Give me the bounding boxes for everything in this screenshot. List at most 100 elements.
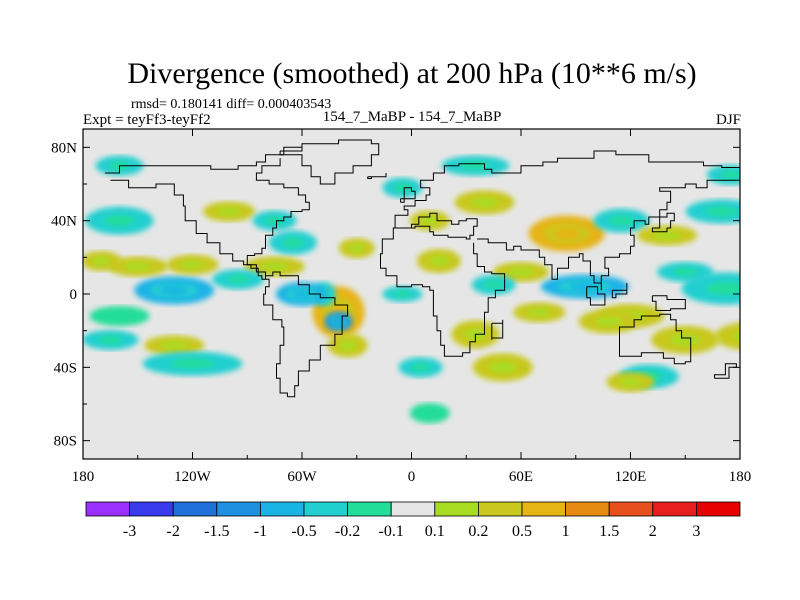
colorbar-swatch xyxy=(129,501,174,517)
coastline-segment xyxy=(380,212,506,357)
coastline-segment xyxy=(104,143,303,174)
field-blob xyxy=(83,329,139,350)
coastline-segment xyxy=(367,173,387,179)
colorbar-swatch xyxy=(347,501,392,517)
colorbar-label: 2 xyxy=(649,523,657,540)
y-tick-label: 80S xyxy=(54,434,77,450)
x-tick-label: 180 xyxy=(72,469,95,485)
colorbar-swatch xyxy=(652,501,697,517)
field-blob xyxy=(85,206,154,235)
x-tick-label: 0 xyxy=(408,469,416,485)
colorbar-label: -0.1 xyxy=(379,523,404,540)
chart-title: Divergence (smoothed) at 200 hPa (10**6 … xyxy=(127,57,696,90)
field-blob xyxy=(144,335,205,356)
colorbar-label: 1 xyxy=(562,523,570,540)
x-tick-label: 60W xyxy=(287,469,317,485)
field-blob xyxy=(454,190,515,215)
plot-area xyxy=(82,128,741,460)
colorbar-swatch xyxy=(434,501,479,517)
field-blob xyxy=(166,254,219,275)
coastline-segment xyxy=(246,158,310,280)
colorbar-swatch xyxy=(565,501,610,517)
axes: 180 120W 60W 0 60E 120E 180 80N 40N 0 40S 80S xyxy=(51,129,751,485)
field-blob xyxy=(416,249,461,273)
colorbar-label: 1.5 xyxy=(599,523,619,540)
colorbar-swatch xyxy=(608,501,654,517)
field-blob xyxy=(651,325,720,354)
field-blob xyxy=(212,269,265,290)
colorbar-label: -3 xyxy=(123,523,136,540)
field-blob xyxy=(83,251,122,271)
expt-label: Expt = teyFf3-teyFf2 xyxy=(83,112,211,128)
colorbar-label: -1.5 xyxy=(204,523,229,540)
colorbar-label: 0.1 xyxy=(425,523,445,540)
coastline-segment xyxy=(265,271,349,398)
coastline-segment xyxy=(477,174,740,291)
field-blob xyxy=(715,322,740,350)
coastline-segment xyxy=(491,319,504,340)
colorbar-swatch xyxy=(216,501,261,517)
stats-label: rmsd= 0.180141 diff= 0.000403543 xyxy=(131,97,331,112)
field-blob xyxy=(657,262,714,282)
colorbar-swatch xyxy=(85,501,130,517)
colorbar-swatch xyxy=(390,501,436,517)
colorbar: -3 -2 -1.5 -1 -0.5 -0.2 -0.1 0.1 0.2 0.5 1 1.5 2 3 xyxy=(85,501,741,540)
y-tick-label: 40N xyxy=(51,214,77,230)
field-blob xyxy=(382,286,423,302)
coastline-segment xyxy=(110,179,266,280)
colorbar-label: -2 xyxy=(167,523,180,540)
field-blob xyxy=(472,353,533,382)
field-blob xyxy=(593,208,650,233)
season-label: DJF xyxy=(716,112,741,128)
colorbar-label: -0.2 xyxy=(335,523,360,540)
coastline-segment xyxy=(611,283,628,299)
colorbar-label: 0.5 xyxy=(512,523,532,540)
colorbar-swatch xyxy=(172,501,218,517)
field-blob xyxy=(685,199,740,224)
y-tick-label: 40S xyxy=(54,360,77,376)
coastline-segment xyxy=(263,278,288,397)
field-blob xyxy=(338,238,375,259)
field-blob xyxy=(276,282,328,306)
x-tick-label: 120W xyxy=(174,469,212,485)
field-blob xyxy=(528,215,605,252)
field-blob xyxy=(471,274,516,295)
y-tick-label: 80N xyxy=(51,140,77,156)
y-tick-label: 0 xyxy=(70,287,78,303)
field-blob xyxy=(409,210,450,231)
colorbar-swatch xyxy=(696,501,741,517)
field-blob xyxy=(89,306,150,326)
field-blob xyxy=(606,372,655,392)
colorbar-swatch xyxy=(259,501,305,517)
case-label: 154_7_MaBP - 154_7_MaBP xyxy=(323,109,502,125)
coastline-segment xyxy=(393,150,740,229)
field-blob xyxy=(578,309,639,334)
coastline-segment xyxy=(586,286,606,306)
colorbar-label: -0.5 xyxy=(291,523,316,540)
field-blob xyxy=(324,311,353,332)
coastline-segment xyxy=(619,313,692,365)
colorbar-swatch xyxy=(521,501,566,517)
coastline-segment xyxy=(651,212,675,233)
colorbar-label: 3 xyxy=(692,523,700,540)
field-blob xyxy=(134,276,215,305)
field-blob xyxy=(327,333,368,358)
colorbar-swatch xyxy=(477,501,523,517)
field-blob xyxy=(268,230,317,255)
field-blob xyxy=(513,302,566,323)
x-tick-label: 120E xyxy=(615,469,647,485)
field-blob xyxy=(203,201,255,222)
coastline xyxy=(104,139,740,398)
field-blob xyxy=(142,351,243,376)
field-blob xyxy=(107,256,168,277)
colorbar-label: 0.2 xyxy=(468,523,488,540)
x-tick-label: 60E xyxy=(509,469,533,485)
coastline-segment xyxy=(279,139,380,185)
coastline-segment xyxy=(651,295,686,311)
coastline-segment xyxy=(714,363,737,379)
x-tick-label: 180 xyxy=(729,469,752,485)
colorbar-label: -1 xyxy=(254,523,267,540)
field-blob xyxy=(252,210,297,231)
coastline-segment xyxy=(400,187,416,203)
